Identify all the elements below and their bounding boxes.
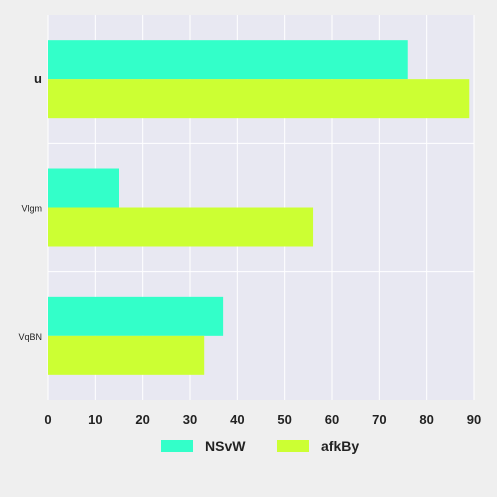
x-tick-label: 60 bbox=[325, 412, 339, 427]
legend: NSvW afkBy bbox=[161, 438, 359, 454]
x-tick-label: 0 bbox=[44, 412, 51, 427]
x-tick-label: 40 bbox=[230, 412, 244, 427]
x-axis-tick-labels: 0 10 20 30 40 50 60 70 80 90 bbox=[44, 412, 481, 427]
legend-label-afkBy: afkBy bbox=[321, 438, 359, 454]
x-tick-label: 30 bbox=[183, 412, 197, 427]
x-tick-label: 90 bbox=[467, 412, 481, 427]
y-tick-label: VqBN bbox=[18, 332, 42, 342]
legend-label-NSvW: NSvW bbox=[205, 438, 246, 454]
y-axis-tick-labels: u Vlgm VqBN bbox=[18, 71, 42, 342]
y-tick-label: u bbox=[34, 71, 42, 86]
bar-NSvW-VqBN bbox=[48, 296, 224, 336]
legend-swatch-NSvW bbox=[161, 440, 193, 452]
x-tick-label: 10 bbox=[88, 412, 102, 427]
x-tick-label: 70 bbox=[372, 412, 386, 427]
bar-NSvW-u bbox=[48, 40, 408, 80]
bars bbox=[48, 40, 470, 375]
y-tick-label: Vlgm bbox=[21, 204, 42, 214]
bar-NSvW-Vlgm bbox=[48, 168, 119, 208]
bar-afkBy-Vlgm bbox=[48, 207, 314, 247]
legend-swatch-afkBy bbox=[277, 440, 309, 452]
x-tick-label: 50 bbox=[277, 412, 291, 427]
x-tick-label: 80 bbox=[419, 412, 433, 427]
bar-afkBy-VqBN bbox=[48, 335, 205, 375]
bar-afkBy-u bbox=[48, 79, 470, 119]
x-tick-label: 20 bbox=[135, 412, 149, 427]
